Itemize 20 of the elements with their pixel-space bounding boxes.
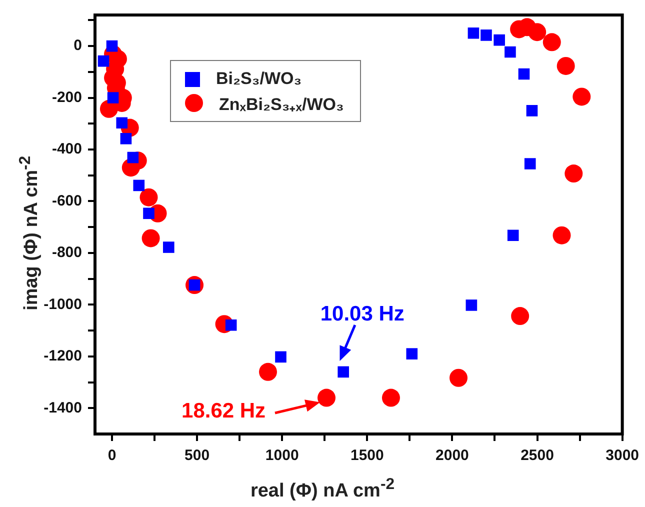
x-tick-label: 2500 <box>520 447 554 464</box>
y-tick-label: 0 <box>74 37 82 54</box>
x-tick-label: 1000 <box>265 447 299 464</box>
x-tick-label: 3000 <box>606 447 640 464</box>
y-tick-label: -200 <box>52 88 82 106</box>
x-tick-label: 1500 <box>350 447 384 464</box>
y-tick-label: -600 <box>52 192 82 210</box>
y-tick-label: -1400 <box>44 399 82 416</box>
y-tick-label: -800 <box>52 244 82 262</box>
annotation: 10.03 Hz <box>320 302 404 326</box>
x-tick-label: 2000 <box>436 447 469 464</box>
legend-label: ZnₓBi₂S₃₊ₓ/WO₃ <box>219 94 344 114</box>
legend-label: Bi₂S₃/WO₃ <box>216 69 302 89</box>
y-tick-label: -400 <box>52 140 82 158</box>
x-axis-title: real (Φ) nA cm$^{-2}$ <box>249 476 396 502</box>
y-tick-label: -1000 <box>44 296 82 313</box>
annotation: 18.62 Hz <box>182 400 266 423</box>
x-tick-label: 500 <box>184 447 210 464</box>
y-tick-label: -1200 <box>44 348 82 365</box>
x-tick-label: 0 <box>108 447 116 464</box>
